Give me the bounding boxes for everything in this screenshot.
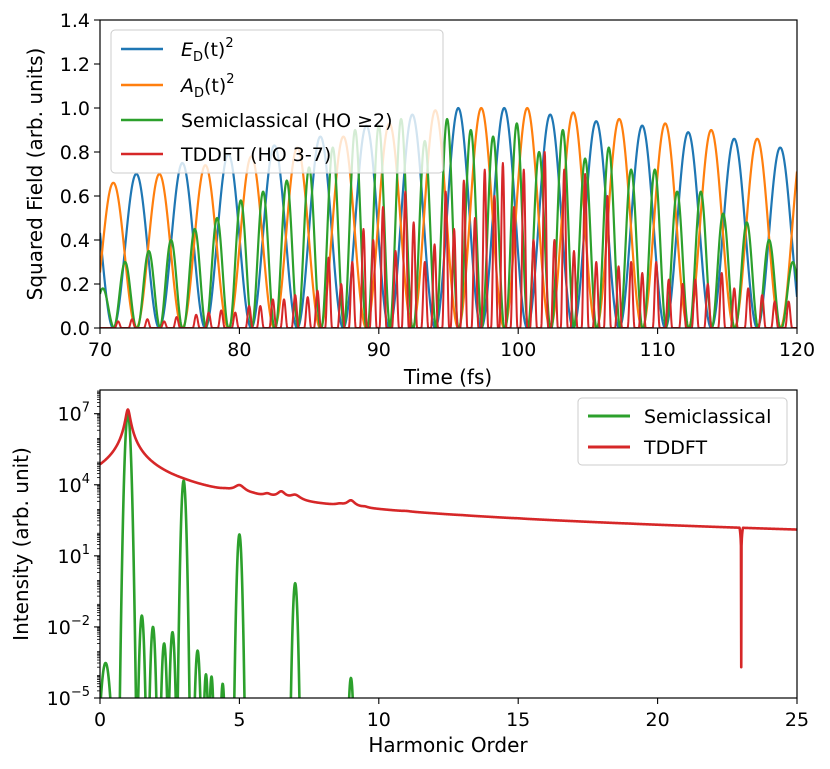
series-line-ad	[100, 106, 797, 328]
x-tick-label: 0	[94, 709, 106, 731]
y-tick-label: 0.8	[60, 142, 90, 164]
time-domain-legend: ED(t)2 AD(t)2 Semiclassical (HO ≥2) TDDF…	[110, 29, 444, 174]
x-tick-label: 100	[500, 339, 536, 361]
y-tick-label: 104	[58, 472, 90, 497]
x-tick-label: 70	[88, 339, 112, 361]
series-line-semi	[100, 117, 797, 328]
time-domain-y-axis-label: Squared Field (arb. units)	[23, 48, 47, 301]
y-tick-label: 0.0	[60, 318, 90, 340]
time-domain-plot-frame	[99, 19, 798, 329]
time-domain-x-axis-label: Time (fs)	[403, 365, 492, 389]
y-tick-label: 0.6	[60, 186, 90, 208]
harmonic-spectrum-panel: 0 5 10 15 20 25 10−5 10−2 101 104 107 Harmonic Ord…	[9, 389, 809, 757]
y-tick-label: 1.4	[60, 10, 90, 32]
x-tick-label: 15	[506, 709, 530, 731]
time-domain-series	[100, 106, 797, 328]
harmonic-spectrum-plot-frame	[99, 389, 798, 699]
y-tick-label: 0.2	[60, 274, 90, 296]
time-domain-legend-box	[110, 29, 444, 174]
series-line-tddft	[100, 151, 797, 328]
time-domain-panel: 70 80 90 100 110 1200.00.20.40.60.81.01.21.4 …	[23, 10, 815, 389]
harmonic-spectrum-x-axis-label: Harmonic Order	[368, 733, 528, 757]
x-tick-label: 120	[779, 339, 815, 361]
x-tick-label: 110	[639, 339, 675, 361]
y-tick-label: 107	[58, 401, 90, 426]
x-tick-label: 80	[227, 339, 251, 361]
y-tick-label: 101	[58, 543, 90, 568]
legend-semiclassical-spectrum-label: Semiclassical	[644, 406, 771, 428]
x-tick-label: 20	[646, 709, 670, 731]
y-tick-label: 10−5	[47, 685, 90, 710]
legend-tddft-label: TDDFT (HO 3-7)	[180, 144, 331, 166]
harmonic-spectrum-y-axis-label: Intensity (arb. unit)	[9, 447, 33, 641]
legend-tddft-spectrum-label: TDDFT	[643, 437, 707, 459]
spectrum-line-tddft	[100, 408, 797, 669]
x-tick-label: 10	[367, 709, 391, 731]
x-tick-label: 5	[233, 709, 245, 731]
time-domain-ticks: 70 80 90 100 110 120 0.0 0.2 0.4 0.6 0.8 1.0 1.2 1.4	[60, 10, 815, 361]
legend-ad-label: AD(t)2	[179, 72, 235, 101]
legend-semiclassical-label: Semiclassical (HO ≥2)	[181, 110, 393, 132]
y-tick-label: 1.0	[60, 98, 90, 120]
harmonic-spectrum-series	[100, 408, 797, 698]
harmonic-spectrum-legend-box	[577, 397, 788, 466]
x-tick-label: 90	[367, 339, 391, 361]
y-tick-label: 10−2	[47, 614, 90, 639]
legend-ed-label: ED(t)2	[181, 36, 234, 65]
harmonic-spectrum-legend: Semiclassical TDDFT	[577, 397, 788, 466]
x-tick-label: 25	[785, 709, 809, 731]
y-tick-label: 0.4	[60, 230, 90, 252]
y-tick-label: 1.2	[60, 54, 90, 76]
harmonic-spectrum-ticks: 0 5 10 15 20 25 10−5 10−2 101 104 107	[47, 390, 809, 731]
